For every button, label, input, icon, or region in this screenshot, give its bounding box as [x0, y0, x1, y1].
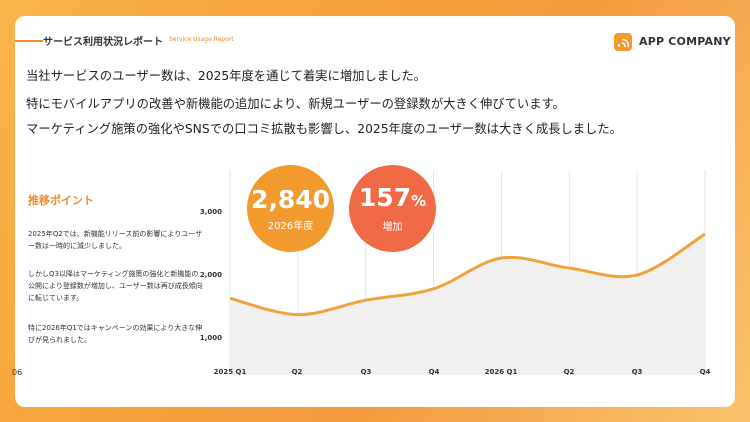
stat-bubble-users: 2,840 2026年度 — [247, 165, 334, 252]
x-tick-label: Q4 — [699, 368, 711, 376]
y-tick-label-2000: 2,000 — [199, 271, 222, 279]
x-tick-label: Q4 — [428, 368, 440, 376]
x-tick-label: Q3 — [631, 368, 643, 376]
point-item-3: 特に2026年Q1ではキャンペーンの効果により大きな伸びが見られました。 — [28, 324, 203, 344]
stat-label: 2026年度 — [267, 220, 314, 232]
report-title: サービス利用状況レポート — [43, 37, 163, 48]
x-tick-label: Q2 — [563, 368, 575, 376]
signal-icon — [614, 33, 632, 51]
stat-bubble-growth: 157% 増加 — [349, 165, 436, 252]
x-tick-label: Q3 — [360, 368, 372, 376]
chart-line — [229, 232, 706, 317]
lead-text-line-3: マーケティング施策の強化やSNSでの口コミ拡散も影響し、2025年度のユーザー数… — [26, 122, 622, 136]
company-name: APP COMPANY — [639, 35, 731, 48]
x-tick-label: 2025 Q1 — [213, 368, 247, 376]
x-tick-label: Q2 — [291, 368, 303, 376]
stat-unit: % — [411, 192, 427, 210]
stat-value: 157% — [358, 183, 427, 212]
y-tick-label-3000: 3,000 — [199, 208, 222, 216]
stat-label: 増加 — [382, 222, 403, 233]
header-accent-line — [15, 40, 43, 42]
lead-text-line-2: 特にモバイルアプリの改善や新機能の追加により、新規ユーザーの登録数が大きく伸びて… — [26, 97, 565, 111]
point-item-2: しかしQ3以降はマーケティング施策の強化と新機能の公開により登録数が増加し、ユー… — [28, 270, 203, 302]
report-subtitle: Service Usage Report — [169, 36, 234, 43]
points-title: 推移ポイント — [28, 194, 94, 207]
y-tick-label-1000: 1,000 — [199, 334, 222, 342]
chart-area — [230, 234, 705, 375]
point-item-1: 2025年Q2では、新機能リリース前の影響によりユーザー数は一時的に減少しました… — [28, 230, 203, 250]
x-tick-label: 2026 Q1 — [484, 368, 518, 376]
page-number: 06 — [12, 368, 23, 377]
stat-value: 2,840 — [250, 184, 331, 214]
lead-text-line-1: 当社サービスのユーザー数は、2025年度を通じて着実に増加しました。 — [26, 69, 426, 83]
